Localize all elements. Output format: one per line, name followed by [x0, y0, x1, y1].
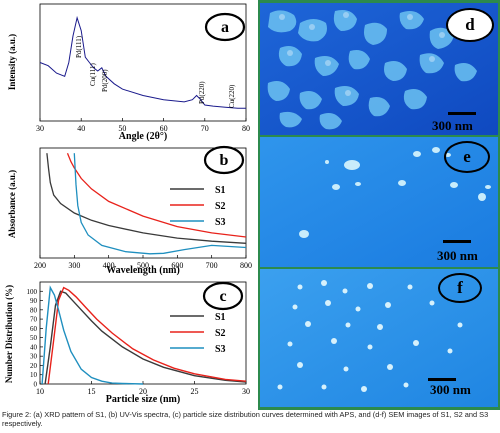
figure-caption: Figure 2: (a) XRD pattern of S1, (b) UV-… [2, 410, 489, 428]
scale-label-e: 300 nm [437, 248, 478, 263]
uvvis-legend-s1: S1 [215, 185, 226, 196]
sem-image-e: e 300 nm [260, 137, 498, 267]
uvvis-series-s1 [46, 153, 247, 244]
y-tick-label: 30 [30, 353, 38, 361]
x-tick-label: 200 [34, 261, 46, 270]
right-panels: d 300 nm [258, 0, 500, 410]
badge-e: e [444, 141, 490, 173]
psd-series-s1 [44, 290, 247, 385]
xrd-peak-cu220: Cu(220) [228, 84, 236, 108]
x-tick-label: 40 [77, 124, 85, 133]
sem-image-f: f 300 nm [260, 269, 498, 407]
x-tick-label: 30 [242, 387, 250, 396]
badge-c [202, 281, 244, 311]
psd-legend-s1: S1 [215, 312, 226, 323]
xrd-ylabel: Intensity (a.u.) [7, 34, 17, 90]
psd-chart: Number Distribution (%) Particle size (n… [4, 281, 251, 405]
badge-a-label: a [221, 19, 229, 36]
uvvis-ticks: 200 300 400 500 600 700 800 [34, 255, 252, 270]
x-tick-label: 25 [191, 387, 199, 396]
scale-bar-f [428, 378, 456, 381]
uvvis-legend: S1 S2 S3 [170, 185, 226, 228]
psd-legend-s3: S3 [215, 344, 226, 355]
xrd-peak-pd220: Pd(220) [198, 81, 206, 104]
scale-bar-e [443, 240, 471, 243]
psd-series-s2 [47, 286, 247, 385]
scale-bar-d [448, 112, 476, 115]
y-tick-label: 20 [30, 362, 38, 370]
uvvis-legend-s3: S3 [215, 217, 226, 228]
badge-f: f [438, 273, 482, 303]
x-tick-label: 15 [88, 387, 96, 396]
x-tick-label: 600 [171, 261, 183, 270]
psd-xlabel: Particle size (nm) [106, 394, 180, 405]
x-tick-label: 800 [240, 261, 252, 270]
sem-f-particles [277, 280, 463, 392]
badge-b [203, 145, 245, 175]
xrd-ticks: 30 40 50 60 70 80 [36, 118, 250, 133]
uvvis-xlabel: Wavelength (nm) [106, 265, 180, 276]
x-tick-label: 300 [68, 261, 80, 270]
uvvis-series-s3 [73, 153, 247, 255]
x-tick-label: 30 [36, 124, 44, 133]
y-tick-label: 0 [34, 381, 38, 389]
sem-e-particles [299, 147, 491, 238]
x-tick-label: 400 [103, 261, 115, 270]
scale-label-d: 300 nm [432, 118, 473, 133]
y-tick-label: 100 [27, 288, 38, 296]
y-tick-label: 80 [30, 306, 38, 314]
scale-label-f: 300 nm [430, 382, 471, 397]
psd-series-s3 [41, 285, 144, 385]
x-tick-label: 80 [242, 124, 250, 133]
uvvis-ylabel: Absorbance (a.u.) [7, 170, 17, 238]
y-tick-label: 90 [30, 297, 38, 305]
x-tick-label: 10 [36, 387, 44, 396]
xrd-series-line [39, 15, 246, 109]
sem-image-d: d 300 nm [260, 3, 498, 135]
left-panels: Intensity (a.u.) Angle (2θ°) 30 40 50 60 70 8… [0, 0, 258, 410]
badge-b-label: b [220, 152, 229, 169]
badge-a [204, 12, 246, 42]
uvvis-chart: Absorbance (a.u.) Wavelength (nm) 200 300… [7, 145, 252, 276]
uvvis-legend-s2: S2 [215, 201, 226, 212]
badge-d: d [446, 8, 494, 42]
figure: Intensity (a.u.) Angle (2θ°) 30 40 50 60 70 8… [0, 0, 500, 410]
psd-legend: S1 S2 S3 [170, 312, 226, 355]
uvvis-series-s2 [66, 152, 247, 238]
psd-ylabel: Number Distribution (%) [4, 285, 14, 383]
x-tick-label: 60 [160, 124, 168, 133]
y-tick-label: 60 [30, 325, 38, 333]
y-tick-label: 40 [30, 343, 38, 351]
y-tick-label: 10 [30, 371, 38, 379]
y-tick-label: 50 [30, 334, 38, 342]
y-tick-label: 70 [30, 316, 38, 324]
x-tick-label: 50 [118, 124, 126, 133]
xrd-xlabel: Angle (2θ°) [119, 131, 167, 142]
xrd-peak-pd111: Pd(111) [75, 35, 83, 58]
xrd-peak-cu111: Cu(111) [89, 63, 97, 86]
sem-d-highlights [279, 12, 445, 96]
badge-c-label: c [219, 288, 226, 305]
x-tick-label: 500 [137, 261, 149, 270]
xrd-peak-pd200: Pd(200) [101, 69, 109, 92]
psd-legend-s2: S2 [215, 328, 226, 339]
xrd-chart: Intensity (a.u.) Angle (2θ°) 30 40 50 60 70 8… [7, 3, 250, 142]
x-tick-label: 20 [139, 387, 147, 396]
x-tick-label: 70 [201, 124, 209, 133]
x-tick-label: 700 [206, 261, 218, 270]
